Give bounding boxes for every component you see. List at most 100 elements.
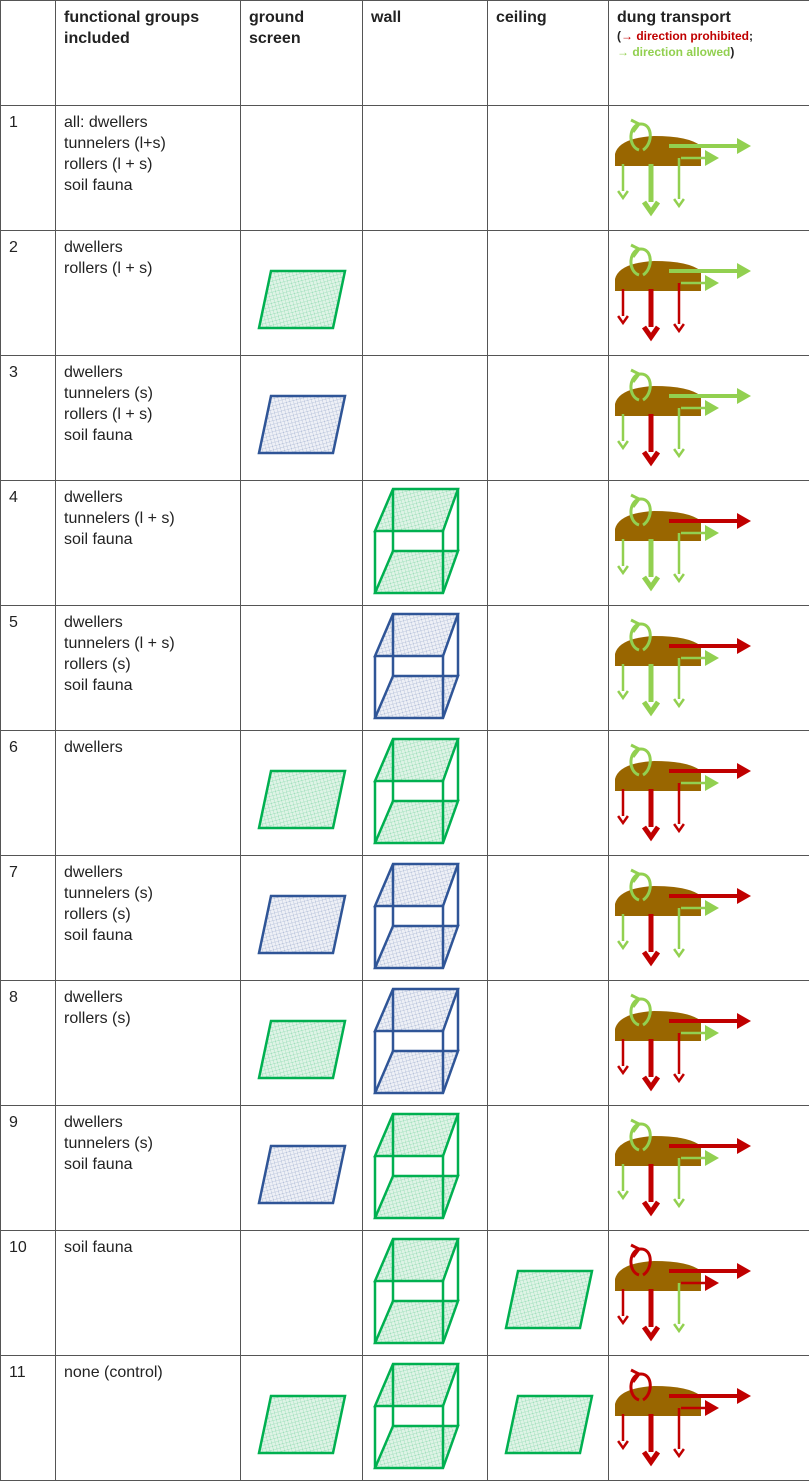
wall-icon [373, 737, 460, 845]
wall-icon [373, 1112, 460, 1220]
arrow-head [617, 565, 629, 576]
group-line: dwellers [64, 364, 123, 381]
screen-icon [257, 1019, 347, 1080]
number-cell: 10 [0, 1230, 56, 1356]
dung [615, 136, 701, 166]
groups-cell: dwellers [55, 730, 241, 856]
arrow-head [737, 1263, 751, 1279]
header-cell: functional groups included [55, 0, 241, 106]
ceiling-cell [487, 105, 609, 231]
number-cell: 6 [0, 730, 56, 856]
dung-cell [608, 1230, 809, 1356]
screen [373, 737, 460, 783]
dung-icon [615, 118, 751, 217]
arrow-head [737, 1013, 751, 1029]
wall-icon [373, 862, 460, 970]
arrow-head [737, 138, 751, 154]
ground-cell [240, 105, 363, 231]
table-row: 7 dwellers tunnelers (s) rollers (s) soil fa… [0, 855, 809, 981]
header-cell: ceiling [487, 0, 609, 106]
arrow-head [673, 198, 685, 209]
legend-text: ; [749, 29, 753, 43]
group-line: tunnelers (l+s) [64, 135, 166, 152]
row-number: 2 [9, 239, 18, 256]
loop-arrow [629, 372, 652, 402]
arrow-head [630, 243, 642, 258]
screen [257, 769, 347, 830]
arrow-head [737, 1388, 751, 1404]
arrow-head [617, 190, 629, 201]
loop-arrow [629, 872, 652, 902]
arrow-head [673, 1198, 685, 1209]
screen-icon [257, 1394, 347, 1455]
screen-icon [257, 1144, 347, 1205]
arrow-head [673, 1323, 685, 1334]
arrow-head [705, 775, 719, 791]
group-line: none (control) [64, 1364, 163, 1381]
ceiling-cell [487, 230, 609, 356]
dung-icon [615, 868, 751, 967]
dung [615, 761, 701, 791]
header-row: functional groups included ground screen w… [0, 0, 809, 106]
groups-cell: dwellers tunnelers (l + s) soil fauna [55, 480, 241, 606]
header-cell [0, 0, 56, 106]
screen [257, 394, 347, 455]
number-cell: 5 [0, 605, 56, 731]
ground-cell [240, 1355, 363, 1481]
table-row: 4 dwellers tunnelers (l + s) soil fauna [0, 480, 809, 606]
arrow-head [705, 650, 719, 666]
screen [373, 487, 460, 533]
loop-arrow [629, 1247, 652, 1277]
group-line: rollers (s) [64, 1010, 131, 1027]
number-cell: 9 [0, 1105, 56, 1231]
ground-cell [240, 980, 363, 1106]
group-line: soil fauna [64, 1156, 133, 1173]
number-cell: 2 [0, 230, 56, 356]
group-line: rollers (s) [64, 906, 131, 923]
ceiling-cell [487, 355, 609, 481]
group-line: tunnelers (l + s) [64, 510, 175, 527]
group-line: dwellers [64, 614, 123, 631]
groups-cell: soil fauna [55, 1230, 241, 1356]
header-text: ceiling [496, 9, 547, 26]
screen [373, 1112, 460, 1158]
group-line: dwellers [64, 989, 123, 1006]
wall-icon [373, 612, 460, 720]
number-cell: 8 [0, 980, 56, 1106]
number-cell: 11 [0, 1355, 56, 1481]
ceiling-cell [487, 730, 609, 856]
ceiling-cell [487, 855, 609, 981]
arrow-head [705, 1025, 719, 1041]
header-text: dung transport [617, 9, 731, 26]
dung-cell [608, 480, 809, 606]
dung [615, 1261, 701, 1291]
arrow-head [641, 450, 661, 467]
header-text: wall [371, 9, 402, 26]
arrow-head [630, 368, 642, 383]
screen [373, 799, 460, 845]
group-line: soil fauna [64, 427, 133, 444]
ceiling-cell [487, 480, 609, 606]
screen [373, 1362, 460, 1408]
arrow-head [673, 948, 685, 959]
loop-arrow [629, 1372, 652, 1402]
group-line: tunnelers (s) [64, 885, 153, 902]
arrow-head [737, 263, 751, 279]
dung-icon [615, 1243, 751, 1342]
arrow-head [617, 1315, 629, 1326]
arrow-head [737, 638, 751, 654]
arrow-head [630, 993, 642, 1008]
arrow-head [673, 323, 685, 334]
ceiling-cell [487, 605, 609, 731]
groups-cell: all: dwellers tunnelers (l+s) rollers (l +… [55, 105, 241, 231]
arrow-head [630, 618, 642, 633]
group-line: soil fauna [64, 1239, 133, 1256]
arrow-head [705, 1400, 719, 1416]
dung-cell [608, 1105, 809, 1231]
dung [615, 261, 701, 291]
wall-cell [362, 1230, 488, 1356]
screen [257, 1394, 347, 1455]
screen [373, 1174, 460, 1220]
groups-cell: dwellers tunnelers (s) rollers (l + s) soil… [55, 355, 241, 481]
groups-cell: dwellers rollers (s) [55, 980, 241, 1106]
